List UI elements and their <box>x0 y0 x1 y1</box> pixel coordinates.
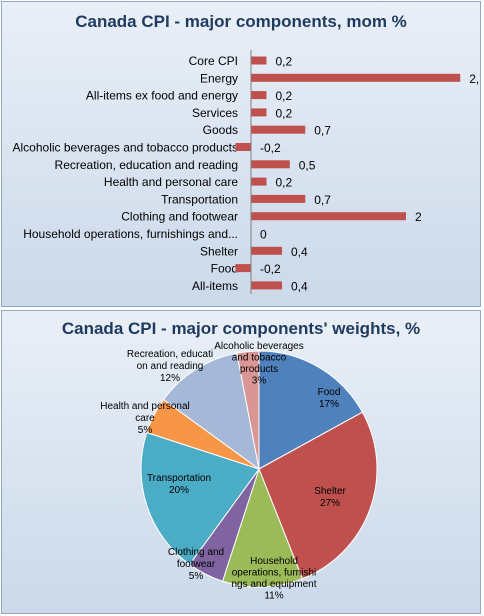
category-label: Energy <box>200 71 238 85</box>
data-label: -0,2 <box>260 262 281 276</box>
category-label: Recreation, education and reading <box>55 158 238 172</box>
bar-chart-panel: Canada CPI - major components, mom % Cor… <box>1 1 481 307</box>
pie-slice <box>221 467 304 588</box>
category-label: Core CPI <box>189 54 238 68</box>
slice-label: Alcoholic beverages and tobacco products 3% <box>214 341 304 387</box>
pie-slice <box>162 352 260 471</box>
bar <box>235 264 251 273</box>
slice-label: Recreation, educati on and reading 12% <box>127 349 213 384</box>
bar <box>251 281 282 290</box>
pie-chart-panel: Canada CPI - major components' weights, … <box>1 310 481 614</box>
slice-label: Food 17% <box>318 387 341 410</box>
data-label: 2,7 <box>469 72 480 86</box>
category-label: Shelter <box>200 244 238 258</box>
bar <box>251 246 282 255</box>
slice-label: Transportation 20% <box>147 473 211 496</box>
bar <box>251 194 306 203</box>
bar <box>235 143 251 151</box>
category-label: Clothing and footwear <box>121 210 238 224</box>
pie-chart-svg: Food 17% Shelter 27% Household operations, fu… <box>100 341 378 602</box>
category-label: Services <box>192 106 238 120</box>
bar <box>251 125 306 134</box>
category-label: Food <box>211 262 238 276</box>
data-label: 0,4 <box>291 279 308 293</box>
bar-chart-svg: Core CPI 0,2 Energy 2,7 All-items ex food an… <box>13 50 480 294</box>
bar <box>251 56 267 65</box>
category-label: All-items <box>192 279 238 293</box>
pie-slice <box>258 411 378 580</box>
data-label: 0,7 <box>314 124 331 138</box>
bar <box>251 73 461 82</box>
data-label: 2 <box>415 210 422 224</box>
category-label: Household operations, furnishings and... <box>23 227 238 241</box>
data-label: 0,2 <box>276 55 293 69</box>
slice-label: Health and personal care 5% <box>100 401 190 436</box>
category-label: Goods <box>203 123 238 137</box>
data-label: 0 <box>260 228 267 242</box>
slice-label: Clothing and footwear 5% <box>168 547 224 582</box>
category-label: Health and personal care <box>104 175 238 189</box>
pie-slice <box>258 350 364 470</box>
category-label: Alcoholic beverages and tobacco products <box>13 141 238 155</box>
pie-slice <box>140 431 260 566</box>
data-label: 0,5 <box>299 158 316 172</box>
bar-chart-title: Canada CPI - major components, mom % <box>75 12 407 31</box>
category-label: All-items ex food and energy <box>86 89 238 103</box>
pie-chart-title: Canada CPI - major components' weights, … <box>61 319 421 338</box>
data-label: 0,2 <box>276 106 293 120</box>
bar <box>251 108 267 117</box>
data-label: -0,2 <box>260 141 281 155</box>
slice-label: Household operations, furnishi ngs and equ… <box>231 556 316 602</box>
bar <box>251 177 267 186</box>
data-label: 0,2 <box>276 176 293 190</box>
bar <box>251 212 406 221</box>
bar <box>251 91 267 100</box>
category-label: Transportation <box>161 192 238 206</box>
data-label: 0,2 <box>276 89 293 103</box>
pie-slice <box>236 350 260 470</box>
bar <box>251 160 290 169</box>
data-label: 0,7 <box>314 193 331 207</box>
slice-label: Shelter 27% <box>314 486 346 509</box>
data-label: 0,4 <box>291 245 308 259</box>
